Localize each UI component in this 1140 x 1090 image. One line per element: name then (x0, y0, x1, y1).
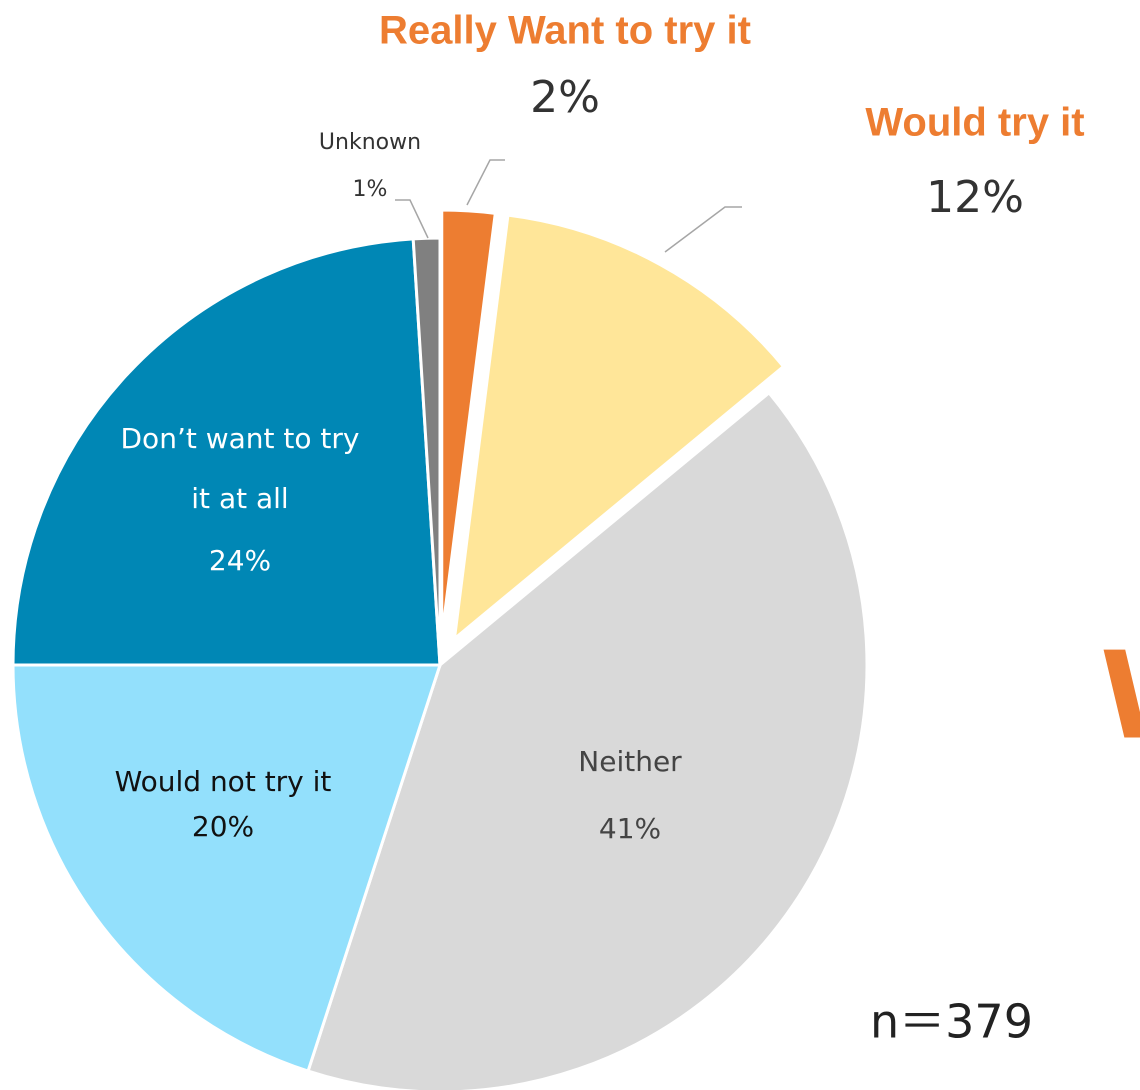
value-label: 20% (192, 810, 254, 843)
pie-slice (452, 213, 786, 643)
leader-line (664, 206, 742, 253)
value-label: 41% (599, 812, 661, 845)
slice-label: Neither (578, 745, 682, 778)
value-label: 24% (209, 544, 271, 577)
slice-label: Would not try it (115, 765, 332, 798)
pie-slice (411, 236, 442, 666)
pie-slice (440, 208, 497, 638)
pie-slice (11, 663, 443, 1073)
sample-size: n＝379 (870, 995, 1033, 1049)
slice-label: Don’t want to try it at all (121, 422, 360, 515)
pie-slice (306, 390, 869, 1090)
pie-slice (11, 237, 442, 667)
value-label: 1% (353, 177, 388, 202)
slice-label: Would try it (865, 101, 1084, 145)
leader-line (395, 199, 429, 239)
value-label: 2% (530, 72, 600, 123)
value-label: 12% (926, 172, 1024, 223)
slice-label: Unknown (319, 130, 421, 155)
cropped-text: W (1100, 628, 1140, 767)
leader-line (466, 159, 505, 206)
slice-label: Really Want to try it (379, 9, 751, 53)
